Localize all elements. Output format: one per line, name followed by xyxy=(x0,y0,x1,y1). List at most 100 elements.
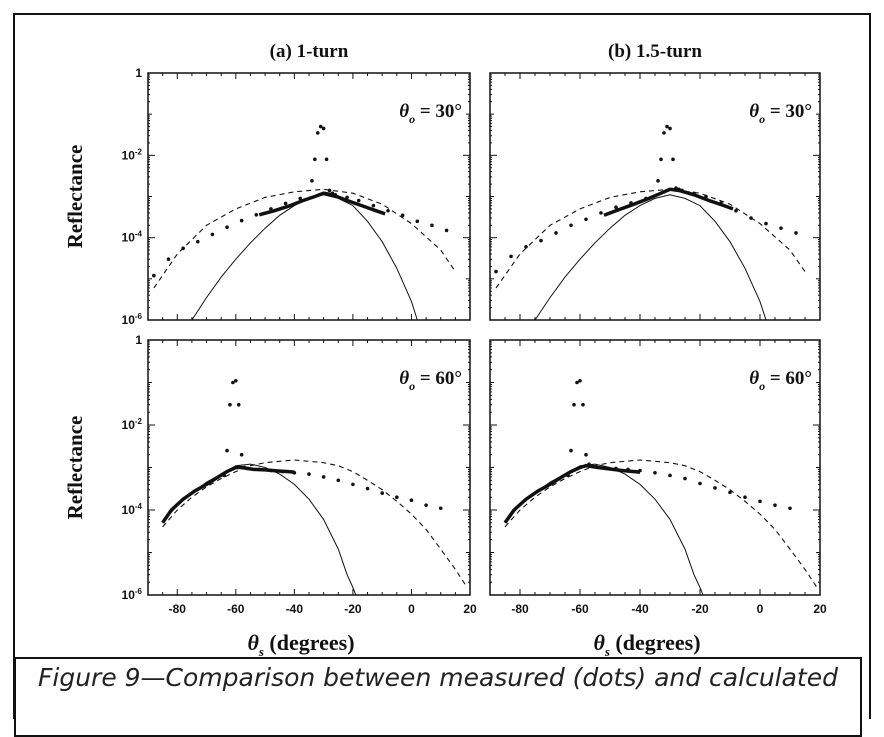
measured-dot xyxy=(444,228,449,233)
x-tick-label: 20 xyxy=(463,602,477,616)
measured-dot xyxy=(228,402,232,407)
x-tick-label: -20 xyxy=(344,602,362,616)
solid-curve xyxy=(191,194,418,320)
measured-dot xyxy=(321,475,326,479)
solid-curve xyxy=(534,194,767,320)
measured-dot xyxy=(313,157,317,162)
y-tick-label: 1 xyxy=(135,333,142,347)
dashed-curve xyxy=(504,459,818,588)
solid-curve xyxy=(504,463,704,595)
thick-curve xyxy=(258,191,386,217)
figure-9-chart: 1 10-2 10-4 10-6 (a) 1-turn Reflectance θo = 3… xyxy=(13,13,871,719)
measured-dot xyxy=(683,476,687,481)
measured-dot xyxy=(225,448,229,453)
measured-dot xyxy=(575,380,579,385)
x-tick-label: -40 xyxy=(631,602,649,616)
plot-area xyxy=(489,339,821,596)
measured-dot xyxy=(210,232,215,237)
measured-dot xyxy=(764,221,768,226)
panel-title: (b) 1.5-turn xyxy=(608,41,702,62)
measured-dot xyxy=(424,503,428,507)
figure-frame xyxy=(13,13,871,719)
measured-dot xyxy=(236,402,241,407)
measured-dot xyxy=(430,223,434,228)
y-tick-label: 10-2 xyxy=(122,417,143,432)
y-tick-label: 10-2 xyxy=(122,147,143,162)
measured-dot xyxy=(584,452,588,457)
measured-dot xyxy=(380,491,384,495)
x-tick-label: -80 xyxy=(169,602,187,616)
measured-dot xyxy=(231,380,235,385)
measured-dot xyxy=(395,495,399,500)
measured-dot xyxy=(734,208,738,213)
y-axis-label: Reflectance xyxy=(63,416,87,520)
measured-dot xyxy=(653,471,657,475)
dashed-curve xyxy=(495,188,806,289)
chart-panel-2: (b) 1.5-turn θo = 30° xyxy=(489,41,821,321)
measured-dot xyxy=(166,257,171,261)
measured-dot xyxy=(318,124,323,129)
chart-panel-4: -80 -60 -40 -20 0 20 θs (degrees) θo = 60° xyxy=(489,339,827,659)
x-tick-label: -40 xyxy=(286,602,304,616)
measured-dot xyxy=(356,198,361,203)
measured-dot xyxy=(307,472,311,476)
incidence-angle-annotation: θo = 60° xyxy=(399,368,462,393)
measured-dot xyxy=(371,203,376,208)
measured-dot xyxy=(324,157,329,162)
measured-dot xyxy=(758,499,762,504)
chart-panel-1: 1 10-2 10-4 10-6 (a) 1-turn Reflectance θo = 3… xyxy=(63,41,471,327)
measured-dot xyxy=(283,201,288,206)
y-axis-label: Reflectance xyxy=(63,145,87,249)
thick-curve xyxy=(503,463,641,524)
measured-dot xyxy=(794,231,798,235)
measured-dot xyxy=(614,205,618,209)
measured-dot xyxy=(773,503,777,507)
x-axis-label: θs (degrees) xyxy=(593,630,700,659)
y-tick-label: 10-6 xyxy=(122,312,143,327)
measured-dot xyxy=(310,179,314,183)
incidence-angle-annotation: θo = 30° xyxy=(749,101,812,126)
measured-dot xyxy=(415,219,420,224)
measured-dot xyxy=(743,495,747,500)
measured-dot xyxy=(668,473,672,478)
measured-dot xyxy=(152,273,156,278)
measured-dot xyxy=(656,179,660,183)
incidence-angle-annotation: θo = 60° xyxy=(749,368,812,393)
measured-dot xyxy=(336,478,341,483)
measured-dot xyxy=(728,490,732,495)
measured-dot xyxy=(671,157,675,162)
measured-dot xyxy=(298,196,303,201)
measured-dot xyxy=(665,124,669,129)
measured-dot xyxy=(659,157,663,162)
measured-dot xyxy=(554,231,558,235)
x-tick-label: -60 xyxy=(571,602,589,616)
measured-dot xyxy=(524,244,528,249)
caption-box: Figure 9—Comparison between measured (do… xyxy=(14,657,862,737)
x-axis-label: θs (degrees) xyxy=(247,630,354,659)
x-tick-label: 0 xyxy=(757,602,764,616)
measured-dot xyxy=(438,506,443,511)
measured-dot xyxy=(400,213,405,218)
measured-dot xyxy=(386,208,390,213)
measured-dot xyxy=(254,212,259,217)
thick-curve xyxy=(161,465,295,524)
measured-dot xyxy=(315,131,320,135)
y-tick-label: 1 xyxy=(135,66,142,80)
x-tick-label: 0 xyxy=(408,602,415,616)
chart-panel-3: 1 10-2 10-4 10-6 -80 -60 -40 -20 0 20 Reflectance θ… xyxy=(63,333,477,659)
figure-caption: Figure 9—Comparison between measured (do… xyxy=(38,663,838,692)
panel-title: (a) 1-turn xyxy=(270,41,349,62)
measured-dot xyxy=(195,239,200,244)
measured-dot xyxy=(662,131,666,135)
x-tick-label: -20 xyxy=(691,602,709,616)
measured-dot xyxy=(599,211,603,215)
incidence-angle-annotation: θo = 30° xyxy=(399,101,462,126)
measured-dot xyxy=(779,226,783,230)
measured-dot xyxy=(569,223,573,228)
x-tick-label: 20 xyxy=(813,602,827,616)
measured-dot xyxy=(225,225,229,229)
measured-dot xyxy=(239,218,244,223)
x-tick-label: -60 xyxy=(227,602,245,616)
y-tick-label: 10-6 xyxy=(122,587,143,602)
measured-dot xyxy=(713,486,717,490)
